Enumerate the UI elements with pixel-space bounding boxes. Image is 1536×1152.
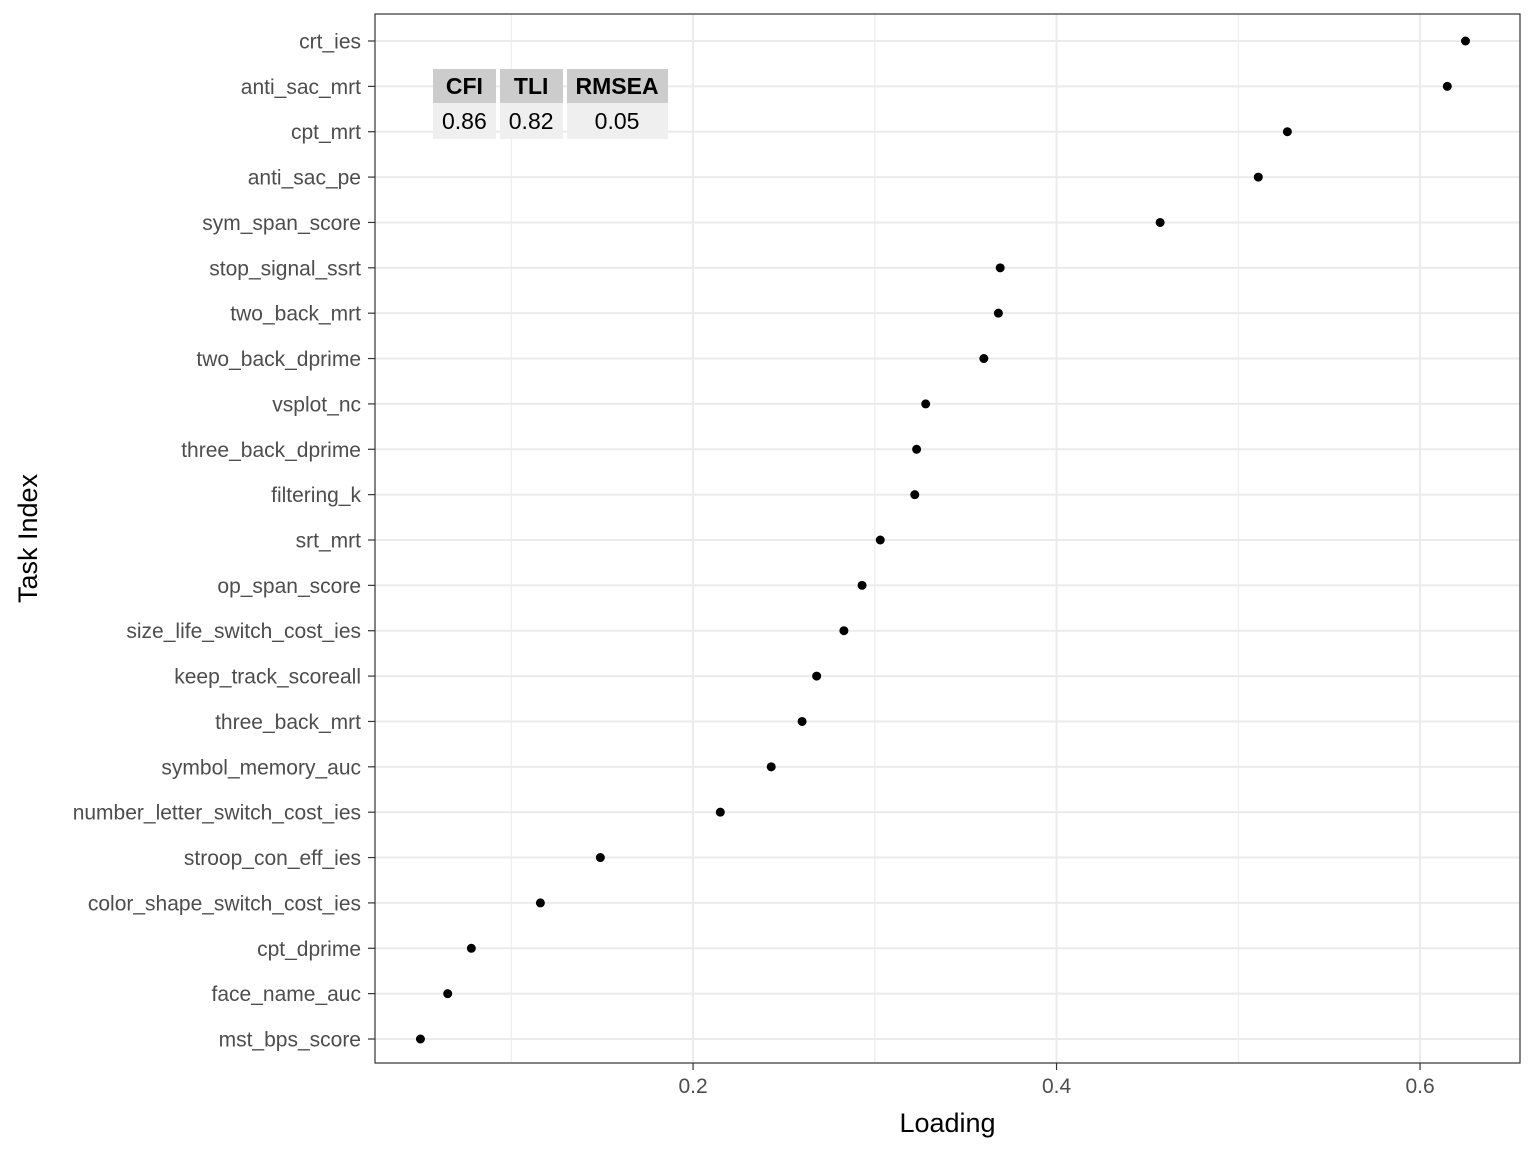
data-point-keep-track-scoreall	[812, 671, 822, 681]
data-point-sym-span-score	[1155, 217, 1165, 227]
y-tick-label: number_letter_switch_cost_ies	[73, 802, 361, 825]
data-point-color-shape-switch-cost-ies	[535, 898, 545, 908]
data-point-filtering-k	[910, 490, 920, 500]
y-tick-label: three_back_dprime	[181, 439, 361, 462]
data-point-vsplot-nc	[921, 399, 931, 409]
fit-table-header-row: CFI TLI RMSEA	[433, 69, 668, 103]
y-axis-ticks: crt_ies anti_sac_mrt cpt_mrt anti_sac_pesym…	[73, 31, 375, 1052]
x-tick-label: 0.2	[678, 1075, 707, 1098]
data-point-cpt-dprime	[466, 943, 476, 953]
grid-lines	[375, 14, 1520, 1063]
x-axis-title: Loading	[899, 1108, 995, 1138]
y-tick-label: filtering_k	[271, 484, 361, 507]
y-tick-label: symbol_memory_auc	[161, 756, 361, 779]
y-tick-label: keep_track_scoreall	[174, 666, 361, 689]
data-point-anti-sac-mrt	[1442, 81, 1452, 91]
data-point-number-letter-switch-cost-ies	[715, 807, 725, 817]
y-tick-label: cpt_mrt	[291, 121, 361, 144]
fit-header-rmsea: RMSEA	[566, 69, 668, 103]
data-points	[415, 36, 1470, 1044]
y-tick-label: anti_sac_mrt	[241, 76, 361, 99]
data-point-three-back-mrt	[797, 716, 807, 726]
y-tick-label: op_span_score	[217, 575, 361, 598]
data-point-cpt-mrt	[1282, 127, 1292, 137]
x-tick-label: 0.6	[1405, 1075, 1434, 1098]
y-tick-label: size_life_switch_cost_ies	[126, 620, 361, 643]
fit-value-cfi: 0.86	[433, 103, 496, 139]
data-point-mst-bps-score	[415, 1034, 425, 1044]
y-axis-title: Task Index	[13, 473, 43, 603]
y-tick-label: two_back_mrt	[230, 303, 361, 326]
data-point-crt-ies	[1460, 36, 1470, 46]
y-tick-label: stop_signal_ssrt	[209, 257, 361, 280]
data-point-two-back-dprime	[979, 354, 989, 364]
data-point-srt-mrt	[875, 535, 885, 545]
fit-value-tli: 0.82	[499, 103, 563, 139]
fit-value-rmsea: 0.05	[566, 103, 668, 139]
y-tick-label: face_name_auc	[212, 983, 361, 1006]
fit-header-tli: TLI	[499, 69, 563, 103]
data-point-two-back-mrt	[993, 308, 1003, 318]
y-tick-label: cpt_dprime	[257, 938, 361, 961]
data-point-stroop-con-eff-ies	[595, 853, 605, 863]
data-point-symbol-memory-auc	[766, 762, 776, 772]
fit-table-value-row: 0.86 0.82 0.05	[433, 103, 668, 139]
data-point-three-back-dprime	[912, 444, 922, 454]
y-tick-label: color_shape_switch_cost_ies	[88, 892, 361, 915]
data-point-op-span-score	[857, 580, 867, 590]
y-tick-label: srt_mrt	[296, 530, 361, 553]
y-tick-label: vsplot_nc	[272, 393, 361, 416]
x-tick-label: 0.4	[1042, 1075, 1072, 1098]
data-point-size-life-switch-cost-ies	[839, 626, 849, 636]
fit-header-cfi: CFI	[433, 69, 496, 103]
panel-border	[374, 13, 1521, 1064]
data-point-stop-signal-ssrt	[995, 263, 1005, 273]
y-tick-label: two_back_dprime	[196, 348, 361, 371]
y-tick-label: anti_sac_pe	[248, 167, 361, 190]
y-tick-label: crt_ies	[299, 31, 361, 54]
y-tick-label: sym_span_score	[202, 212, 361, 235]
y-tick-label: stroop_con_eff_ies	[184, 847, 361, 870]
data-point-face-name-auc	[443, 989, 453, 999]
fit-statistics-table: CFI TLI RMSEA 0.86 0.82 0.05	[429, 69, 672, 139]
x-axis-ticks: 0.2 0.4 0.6	[678, 1063, 1435, 1098]
data-point-anti-sac-pe	[1253, 172, 1263, 182]
y-tick-label: three_back_mrt	[215, 711, 361, 734]
y-tick-label: mst_bps_score	[219, 1029, 361, 1052]
